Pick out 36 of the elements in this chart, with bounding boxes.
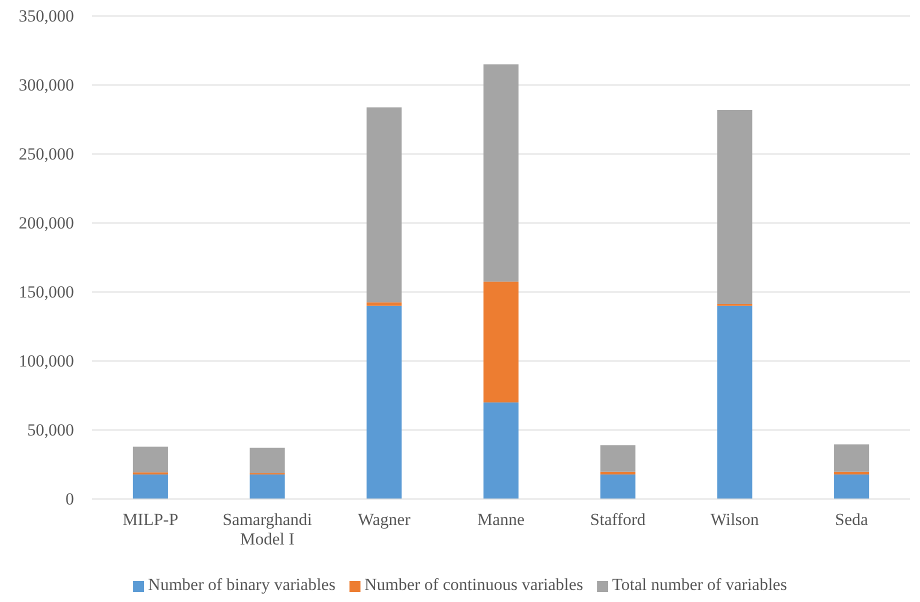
y-tick-label: 250,000 (18, 144, 74, 164)
x-tick-label: Manne (477, 510, 525, 530)
bar (132, 474, 168, 499)
bar (366, 107, 402, 302)
legend-label: Number of continuous variables (364, 575, 584, 594)
bar (717, 110, 752, 304)
y-tick-label: 50,000 (27, 420, 74, 440)
bar (366, 306, 402, 499)
x-tick-label: Stafford (590, 510, 646, 530)
legend-label: Number of binary variables (148, 575, 336, 594)
bar (483, 282, 519, 402)
x-tick-label: MILP-P (122, 510, 178, 530)
y-tick-label: 150,000 (18, 282, 74, 302)
y-tick-label: 300,000 (18, 75, 74, 94)
bar (483, 402, 519, 499)
y-tick-label: 100,000 (18, 351, 74, 370)
x-tick-label: Seda (835, 510, 869, 530)
y-tick-label: 0 (66, 489, 74, 508)
bar (834, 472, 870, 474)
bar (250, 448, 285, 474)
y-tick-label: 350,000 (18, 6, 74, 26)
bar (600, 445, 636, 472)
legend-label: Total number of variables (612, 575, 787, 594)
x-tick-label: Samarghandi Model I (222, 510, 312, 549)
y-tick-label: 200,000 (18, 213, 74, 232)
bar (132, 446, 168, 472)
x-tick-label: Wagner (358, 510, 411, 530)
bar (250, 474, 285, 499)
bar (834, 444, 870, 472)
bar (834, 474, 870, 499)
bar (600, 474, 636, 499)
bar (366, 302, 402, 306)
bar (600, 472, 636, 474)
bar (717, 306, 752, 499)
x-tick-label: Wilson (710, 510, 760, 530)
bar (483, 64, 519, 282)
